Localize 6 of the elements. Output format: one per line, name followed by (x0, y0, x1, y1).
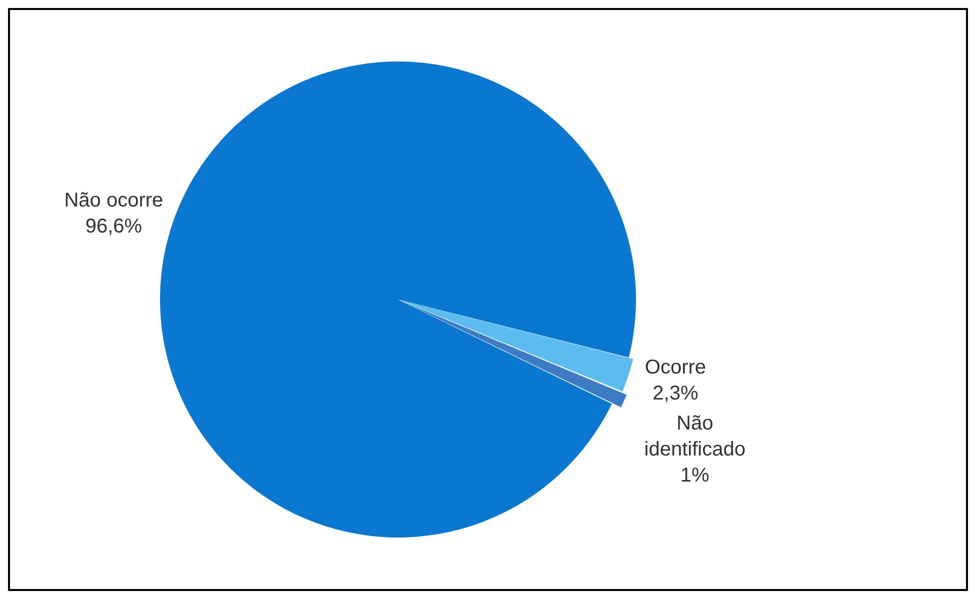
slice-label: Não ocorre (64, 189, 164, 212)
data-label: 96,6% (85, 215, 142, 238)
data-label: 2,3% (652, 382, 698, 404)
slice-label: Ocorre (644, 356, 706, 378)
data-label: 1% (680, 464, 710, 486)
slice-label: Não identificado (644, 412, 746, 460)
